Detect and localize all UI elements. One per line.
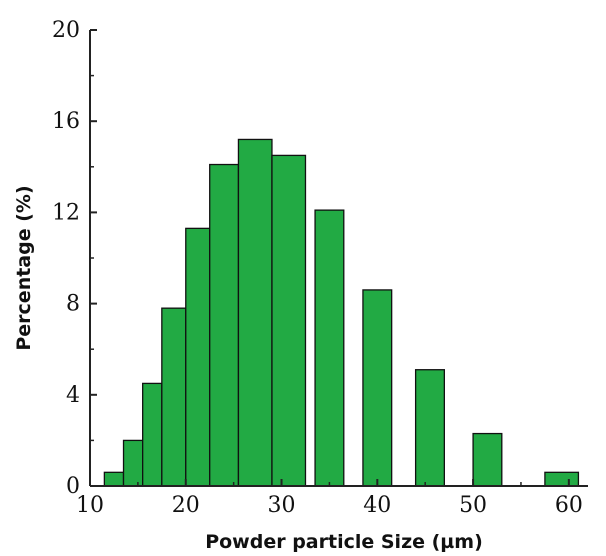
bar-0 [103, 471, 125, 487]
y-tick-label-4: 16 [52, 109, 80, 134]
x-tick-label-3: 40 [363, 493, 391, 518]
bar-8 [314, 209, 345, 487]
bar-10 [414, 369, 445, 487]
ticks-group: 0 4 8 12 16 20 10 20 30 40 50 60 [52, 18, 583, 518]
x-axis-title: Powder particle Size (µm) [205, 531, 483, 553]
bar-11 [472, 432, 503, 487]
y-tick-label-0: 0 [66, 474, 80, 499]
x-tick-label-1: 20 [172, 493, 200, 518]
bar-6 [237, 138, 273, 487]
bar-7 [271, 154, 307, 487]
x-tick-label-5: 60 [555, 493, 583, 518]
bars-group [103, 138, 580, 487]
x-tick-label-2: 30 [268, 493, 296, 518]
bar-3 [161, 307, 187, 487]
y-tick-label-3: 12 [52, 200, 80, 225]
y-tick-label-2: 8 [66, 292, 80, 317]
y-tick-label-1: 4 [66, 383, 80, 408]
x-tick-label-0: 10 [76, 493, 104, 518]
bar-5 [209, 163, 240, 487]
bar-12 [544, 471, 580, 487]
bar-1 [122, 439, 144, 487]
y-axis-title: Percentage (%) [13, 185, 35, 350]
y-tick-label-5: 20 [52, 18, 80, 43]
x-tick-label-4: 50 [459, 493, 487, 518]
bar-2 [142, 382, 163, 487]
bar-9 [362, 289, 393, 487]
bar-4 [185, 227, 211, 487]
